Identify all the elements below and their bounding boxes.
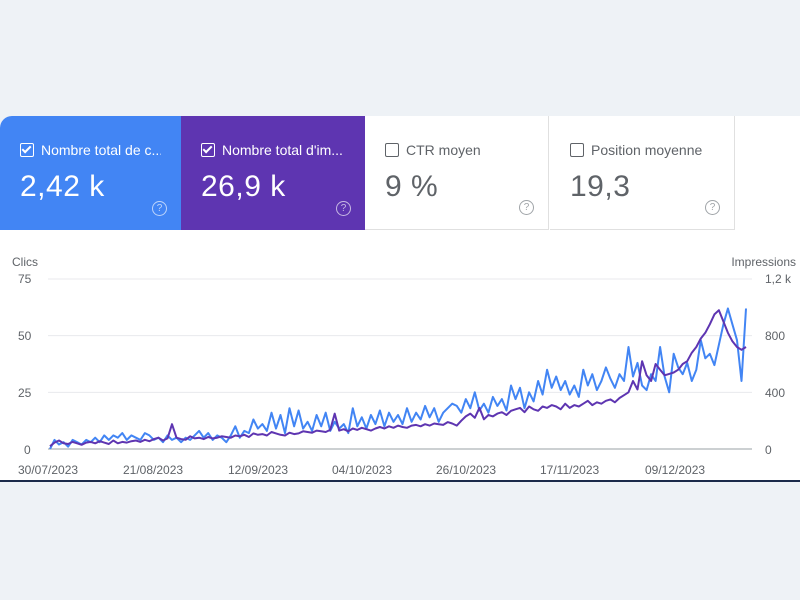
bottom-divider (0, 480, 800, 482)
right-tick-label: 800 (765, 329, 786, 343)
card-label: CTR moyen (406, 142, 481, 158)
right-axis-title: Impressions (731, 255, 796, 269)
help-icon[interactable]: ? (336, 201, 351, 216)
help-icon[interactable]: ? (152, 201, 167, 216)
series-line-clicks[interactable] (49, 307, 747, 450)
checkbox-checked-icon[interactable] (20, 143, 34, 157)
metric-card-total-clicks[interactable]: Nombre total de c... 2,42 k ? (0, 116, 181, 230)
help-icon[interactable]: ? (519, 200, 534, 215)
checkbox-checked-icon[interactable] (201, 143, 215, 157)
left-tick-label: 0 (24, 443, 31, 457)
card-label: Nombre total de c... (41, 142, 161, 158)
series-line-impressions[interactable] (49, 309, 747, 447)
x-tick-label: 12/09/2023 (228, 463, 289, 477)
x-tick-label: 17/11/2023 (540, 463, 600, 477)
metric-card-average-ctr[interactable]: CTR moyen 9 % ? (365, 116, 549, 230)
x-tick-label: 21/08/2023 (123, 463, 184, 477)
card-value: 9 % (385, 170, 439, 203)
checkbox-unchecked-icon[interactable] (385, 143, 399, 157)
x-tick-label: 04/10/2023 (332, 463, 393, 477)
metric-card-average-position[interactable]: Position moyenne 19,3 ? (550, 116, 735, 230)
card-header: Nombre total de c... (20, 142, 161, 158)
x-tick-label: 30/07/2023 (18, 463, 79, 477)
metric-card-total-impressions[interactable]: Nombre total d'im... 26,9 k ? (181, 116, 365, 230)
card-header: Nombre total d'im... (201, 142, 345, 158)
card-header: CTR moyen (385, 142, 528, 158)
card-label: Position moyenne (591, 142, 703, 158)
card-value: 19,3 (570, 170, 631, 203)
card-header: Position moyenne (570, 142, 714, 158)
x-tick-label: 26/10/2023 (436, 463, 497, 477)
right-tick-label: 400 (765, 386, 786, 400)
left-tick-label: 25 (18, 386, 32, 400)
card-value: 2,42 k (20, 170, 105, 203)
card-label: Nombre total d'im... (222, 142, 343, 158)
right-tick-label: 0 (765, 443, 772, 457)
x-tick-label: 09/12/2023 (645, 463, 706, 477)
left-tick-label: 50 (18, 329, 32, 343)
checkbox-unchecked-icon[interactable] (570, 143, 584, 157)
left-tick-label: 75 (18, 272, 32, 286)
help-icon[interactable]: ? (705, 200, 720, 215)
card-value: 26,9 k (201, 170, 286, 203)
right-tick-label: 1,2 k (765, 272, 792, 286)
left-axis-title: Clics (12, 255, 38, 269)
